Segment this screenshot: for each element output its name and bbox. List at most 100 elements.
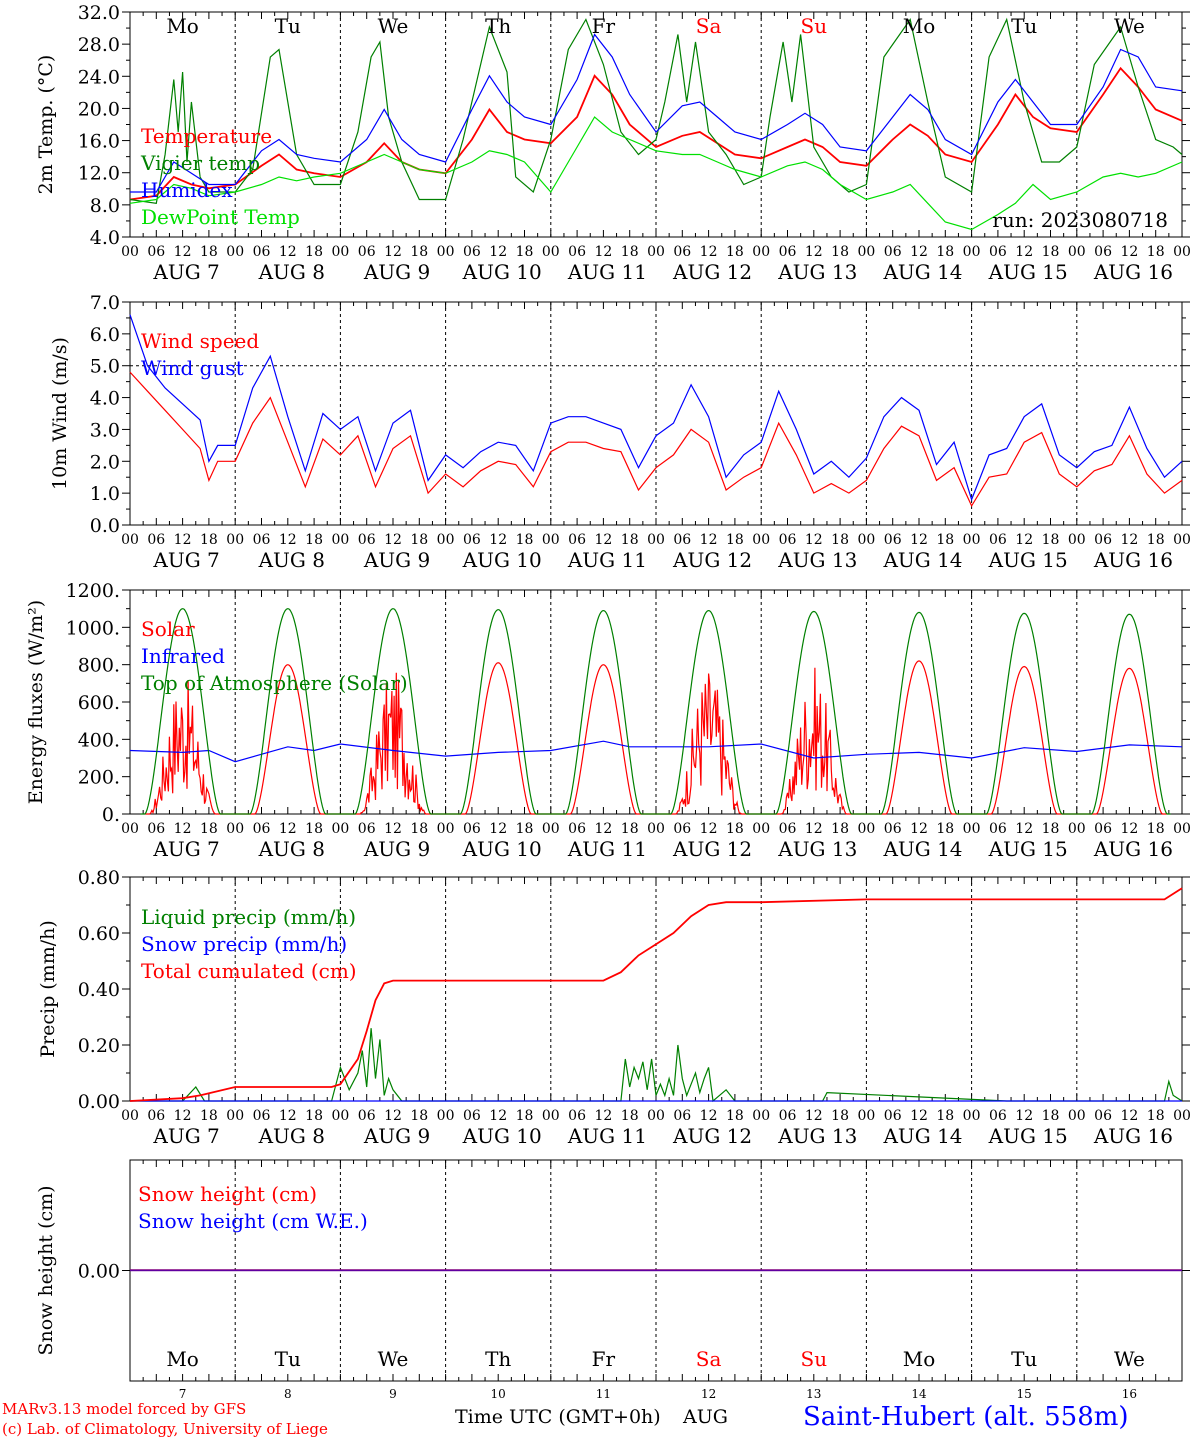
hour-tick-label: 18	[831, 532, 849, 548]
hour-tick-label: 00	[963, 244, 981, 260]
date-label: AUG 13	[777, 1124, 857, 1148]
hour-tick-label: 06	[1094, 244, 1112, 260]
date-label: AUG 8	[258, 548, 325, 572]
hour-tick-label: 00	[1173, 1108, 1191, 1124]
hour-tick-label: 12	[1120, 532, 1138, 548]
hour-tick-label: 18	[200, 532, 218, 548]
date-label: AUG 16	[1093, 548, 1173, 572]
hour-tick-label: 00	[857, 244, 875, 260]
weekday-label-bottom: We	[378, 1347, 409, 1371]
hour-tick-label: 18	[516, 821, 534, 837]
hour-tick-label: 18	[831, 244, 849, 260]
hour-tick-label: 12	[700, 532, 718, 548]
hour-tick-label: 06	[463, 1108, 481, 1124]
hour-tick-label: 12	[805, 821, 823, 837]
day-number-label: 9	[389, 1387, 397, 1401]
y-tick-label: 0.00	[78, 1091, 120, 1113]
date-label: AUG 14	[882, 260, 962, 284]
hour-tick-label: 06	[673, 244, 691, 260]
day-number-label: 15	[1017, 1387, 1032, 1401]
date-label: AUG 14	[882, 837, 962, 861]
legend-entry: Infrared	[141, 644, 225, 668]
hour-tick-label: 06	[147, 532, 165, 548]
series-total-cumulated-cm-	[129, 887, 1183, 1102]
hour-tick-label: 12	[279, 821, 297, 837]
series-wind-gust	[129, 314, 1183, 502]
date-label: AUG 14	[882, 1124, 962, 1148]
date-label: AUG 8	[258, 837, 325, 861]
date-label: AUG 15	[988, 260, 1068, 284]
y-tick-label: 8.0	[90, 195, 120, 217]
date-label: AUG 11	[567, 1124, 647, 1148]
hour-tick-label: 00	[121, 532, 139, 548]
date-label: AUG 10	[462, 837, 542, 861]
hour-tick-label: 00	[647, 821, 665, 837]
hour-tick-label: 18	[621, 532, 639, 548]
hour-tick-label: 12	[279, 532, 297, 548]
x-axis-title: Time UTC (GMT+0h)	[455, 1406, 661, 1428]
hour-tick-label: 00	[1173, 532, 1191, 548]
hour-tick-label: 06	[1094, 821, 1112, 837]
date-label: AUG 7	[152, 837, 219, 861]
day-number-label: 10	[491, 1387, 506, 1401]
hour-tick-label: 06	[358, 821, 376, 837]
legend-entry: Top of Atmosphere (Solar)	[141, 671, 408, 695]
date-label: AUG 10	[462, 548, 542, 572]
hour-tick-label: 18	[1042, 1108, 1060, 1124]
hour-tick-label: 18	[305, 1108, 323, 1124]
hour-tick-label: 18	[516, 1108, 534, 1124]
day-number-label: 14	[911, 1387, 927, 1401]
hour-tick-label: 00	[226, 244, 244, 260]
hour-tick-label: 12	[174, 244, 192, 260]
hour-tick-label: 06	[779, 244, 797, 260]
hour-tick-label: 00	[331, 532, 349, 548]
y-tick-label: 0.0	[90, 515, 120, 537]
legend-entry: Temperature	[141, 124, 272, 148]
hour-tick-label: 00	[963, 821, 981, 837]
hour-tick-label: 06	[884, 244, 902, 260]
hour-tick-label: 12	[700, 821, 718, 837]
hour-tick-label: 06	[147, 244, 165, 260]
y-tick-label: 1000.	[66, 617, 120, 639]
y-tick-label: 5.0	[90, 356, 120, 378]
date-label: AUG 12	[672, 1124, 752, 1148]
hour-tick-label: 12	[384, 821, 402, 837]
hour-tick-label: 06	[253, 821, 271, 837]
hour-tick-label: 00	[437, 244, 455, 260]
lab-credit: (c) Lab. of Climatology, University of L…	[2, 1420, 328, 1438]
hour-tick-label: 00	[226, 1108, 244, 1124]
hour-tick-label: 12	[1120, 1108, 1138, 1124]
hour-tick-label: 06	[1094, 1108, 1112, 1124]
date-label: AUG 15	[988, 548, 1068, 572]
hour-tick-label: 06	[568, 532, 586, 548]
hour-tick-label: 00	[1068, 821, 1086, 837]
date-label: AUG 11	[567, 260, 647, 284]
hour-tick-label: 06	[989, 821, 1007, 837]
hour-tick-label: 06	[253, 1108, 271, 1124]
date-label: AUG 8	[258, 1124, 325, 1148]
legend-entry: Solar	[141, 617, 195, 641]
y-tick-label: 1200.	[66, 580, 120, 602]
hour-tick-label: 12	[594, 244, 612, 260]
hour-tick-label: 12	[489, 1108, 507, 1124]
date-label: AUG 12	[672, 260, 752, 284]
y-tick-label: 800.	[78, 655, 120, 677]
hour-tick-label: 18	[831, 821, 849, 837]
hour-tick-label: 00	[542, 1108, 560, 1124]
hour-tick-label: 00	[1173, 244, 1191, 260]
hour-tick-label: 00	[542, 244, 560, 260]
legend-entry: Snow height (cm W.E.)	[138, 1209, 368, 1233]
hour-tick-label: 12	[910, 532, 928, 548]
y-tick-label: 2.0	[90, 451, 120, 473]
hour-tick-label: 06	[989, 1108, 1007, 1124]
hour-tick-label: 12	[489, 821, 507, 837]
hour-tick-label: 18	[410, 1108, 428, 1124]
series-top-of-atmosphere-solar-	[140, 608, 1171, 815]
hour-tick-label: 12	[279, 244, 297, 260]
hour-tick-label: 00	[1173, 821, 1191, 837]
y-tick-label: 7.0	[90, 292, 120, 314]
weekday-label-top: Mo	[166, 14, 199, 38]
hour-tick-label: 18	[936, 1108, 954, 1124]
hour-tick-label: 00	[226, 532, 244, 548]
